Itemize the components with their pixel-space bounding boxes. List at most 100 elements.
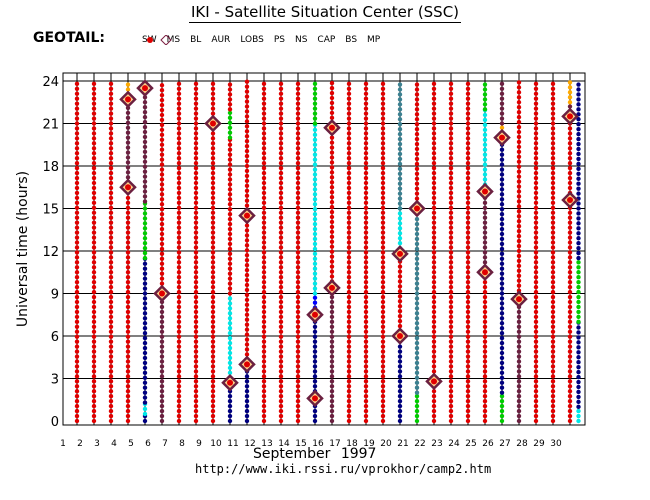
- region-dot-sw: [210, 151, 216, 156]
- region-dot-sw: [227, 157, 233, 162]
- region-dot-cap: [414, 398, 420, 404]
- region-dot-sw: [533, 210, 539, 215]
- region-dot-sw: [346, 240, 352, 245]
- region-dot-sw: [278, 265, 284, 270]
- region-dot-sw: [414, 136, 420, 142]
- region-dot-sw: [210, 250, 216, 255]
- region-dot-lobs: [142, 411, 148, 417]
- region-dot-sw: [176, 270, 182, 275]
- region-dot-sw: [295, 304, 301, 310]
- region-dot-sw: [346, 116, 352, 121]
- region-dot-sw: [261, 220, 267, 225]
- region-dot-sw: [193, 324, 199, 329]
- region-dot-sw: [108, 165, 114, 171]
- region-dot-sw: [176, 279, 182, 285]
- region-dot-ms: [159, 309, 165, 315]
- region-dot-cap: [312, 111, 318, 116]
- region-dot-sw: [193, 180, 199, 186]
- region-dot-sw: [261, 398, 267, 404]
- region-dot-ns: [397, 364, 403, 369]
- region-dot-sw: [363, 91, 369, 96]
- region-dot-sw: [108, 141, 114, 146]
- region-dot-lobs: [482, 172, 488, 177]
- region-dot-sw: [278, 136, 284, 141]
- region-dot-sw: [125, 344, 131, 349]
- region-dot-ps: [414, 385, 420, 390]
- region-dot-sw: [346, 136, 352, 141]
- region-dot-sw: [295, 225, 301, 230]
- region-dot-sw: [448, 190, 454, 196]
- region-dot-sw: [431, 354, 437, 359]
- region-dot-ns: [312, 334, 318, 339]
- region-dot-lobs: [312, 187, 318, 192]
- mp-dot: [414, 205, 420, 212]
- region-dot-ms: [125, 150, 131, 155]
- region-dot-sw: [448, 205, 454, 210]
- region-dot-sw: [516, 134, 522, 140]
- region-dot-sw: [533, 398, 539, 404]
- region-dot-ns: [499, 221, 505, 227]
- region-dot-sw: [125, 255, 131, 260]
- region-dot-ns: [576, 126, 581, 132]
- region-dot-sw: [91, 359, 97, 364]
- region-dot-sw: [380, 359, 386, 364]
- region-dot-sw: [533, 418, 539, 424]
- region-dot-sw: [193, 215, 199, 220]
- region-dot-sw: [125, 354, 131, 359]
- region-dot-sw: [193, 379, 199, 384]
- region-dot-sw: [74, 170, 80, 176]
- region-dot-ms: [159, 408, 165, 414]
- region-dot-sw: [567, 339, 573, 344]
- region-dot-sw: [125, 299, 131, 305]
- region-dot-sw: [567, 126, 573, 131]
- region-dot-sw: [193, 156, 199, 161]
- region-dot-sw: [261, 215, 267, 220]
- region-dot-sw: [278, 275, 284, 280]
- region-dot-sw: [414, 102, 420, 107]
- region-dot-sw: [74, 374, 80, 379]
- region-dot-aur: [567, 85, 573, 90]
- region-dot-sw: [567, 354, 573, 359]
- region-dot-sw: [465, 220, 471, 225]
- region-dot-sw: [176, 220, 182, 225]
- region-dot-ms: [329, 329, 335, 334]
- region-dot-sw: [176, 106, 182, 111]
- region-dot-sw: [363, 289, 369, 295]
- region-dot-sw: [91, 403, 97, 409]
- region-dot-ns: [576, 117, 581, 122]
- region-dot-ns: [142, 335, 148, 341]
- region-dot-lobs: [312, 192, 318, 197]
- region-dot-sw: [278, 160, 284, 166]
- region-dot-sw: [261, 294, 267, 300]
- region-dot-sw: [448, 245, 454, 250]
- mp-dot: [125, 184, 131, 191]
- legend-label: BL: [190, 35, 202, 45]
- region-dot-sw: [244, 173, 250, 179]
- region-dot-sw: [465, 349, 471, 354]
- region-dot-sw: [465, 240, 471, 245]
- region-dot-sw: [346, 413, 352, 419]
- region-dot-sw: [414, 141, 420, 147]
- region-dot-ns: [312, 369, 318, 374]
- region-dot-sw: [193, 384, 199, 389]
- region-dot-sw: [176, 235, 182, 240]
- region-dot-sw: [346, 394, 352, 399]
- region-dot-sw: [567, 185, 573, 191]
- region-dot-sw: [380, 364, 386, 369]
- region-dot-sw: [380, 279, 386, 285]
- region-dot-sw: [278, 210, 284, 215]
- region-dot-sw: [431, 255, 437, 260]
- region-dot-sw: [193, 121, 199, 126]
- region-dot-sw: [159, 197, 165, 202]
- region-dot-sw: [295, 160, 301, 166]
- region-dot-sw: [295, 190, 301, 196]
- region-dot-sw: [533, 403, 539, 409]
- region-dot-lobs: [227, 316, 233, 321]
- source-url[interactable]: http://www.iki.rssi.ru/vprokhor/camp2.ht…: [195, 462, 492, 476]
- region-dot-ps: [414, 370, 420, 376]
- region-dot-sw: [74, 106, 80, 111]
- region-dot-sw: [278, 413, 284, 419]
- region-dot-ns: [499, 202, 505, 207]
- region-dot-sw: [346, 151, 352, 156]
- region-dot-sw: [108, 403, 114, 409]
